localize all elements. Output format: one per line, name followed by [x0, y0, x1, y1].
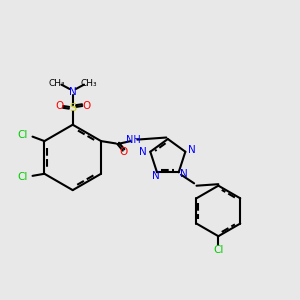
Text: Cl: Cl	[18, 130, 28, 140]
Text: Cl: Cl	[18, 172, 28, 182]
Text: N: N	[188, 145, 196, 155]
Text: N: N	[180, 169, 188, 179]
Text: O: O	[120, 147, 128, 158]
Text: N: N	[69, 87, 76, 97]
Text: CH₃: CH₃	[48, 79, 65, 88]
Text: N: N	[139, 147, 147, 157]
Text: O: O	[82, 101, 90, 111]
Text: S: S	[69, 103, 76, 113]
Text: NH: NH	[126, 135, 141, 145]
Text: N: N	[152, 171, 159, 181]
Text: CH₃: CH₃	[81, 79, 98, 88]
Text: Cl: Cl	[213, 244, 224, 255]
Text: O: O	[55, 101, 64, 111]
